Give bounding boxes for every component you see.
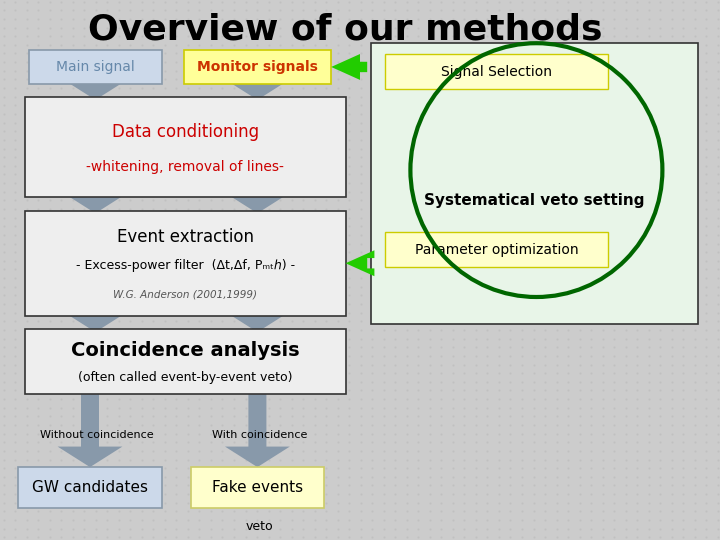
FancyBboxPatch shape — [25, 97, 346, 197]
FancyBboxPatch shape — [385, 232, 608, 267]
Text: Systematical veto setting: Systematical veto setting — [424, 193, 645, 208]
Polygon shape — [331, 54, 367, 80]
Text: veto: veto — [246, 520, 273, 533]
Text: Without coincidence: Without coincidence — [40, 430, 154, 440]
Text: Signal Selection: Signal Selection — [441, 65, 552, 78]
Text: Parameter optimization: Parameter optimization — [415, 243, 579, 256]
Polygon shape — [63, 193, 128, 213]
Polygon shape — [63, 312, 128, 332]
FancyBboxPatch shape — [29, 50, 162, 84]
FancyBboxPatch shape — [25, 211, 346, 316]
Text: W.G. Anderson (2001,1999): W.G. Anderson (2001,1999) — [114, 290, 258, 300]
Text: - Excess-power filter  (Δt,Δf, Pₘₜℎ) -: - Excess-power filter (Δt,Δf, Pₘₜℎ) - — [76, 259, 295, 272]
Text: Overview of our methods: Overview of our methods — [89, 13, 603, 46]
Text: (often called event-by-event veto): (often called event-by-event veto) — [78, 372, 292, 384]
Text: With coincidence: With coincidence — [212, 430, 307, 440]
Text: Main signal: Main signal — [56, 60, 135, 74]
FancyBboxPatch shape — [184, 50, 331, 84]
Polygon shape — [63, 79, 128, 100]
Text: Event extraction: Event extraction — [117, 228, 254, 246]
Polygon shape — [346, 251, 374, 276]
FancyBboxPatch shape — [18, 467, 162, 508]
Text: GW candidates: GW candidates — [32, 480, 148, 495]
FancyBboxPatch shape — [371, 43, 698, 324]
Polygon shape — [225, 79, 289, 100]
Polygon shape — [225, 193, 289, 213]
Polygon shape — [58, 394, 122, 467]
Text: -whitening, removal of lines-: -whitening, removal of lines- — [86, 160, 284, 174]
Text: Fake events: Fake events — [212, 480, 303, 495]
Text: Data conditioning: Data conditioning — [112, 123, 259, 141]
Text: Coincidence analysis: Coincidence analysis — [71, 341, 300, 360]
FancyBboxPatch shape — [385, 54, 608, 89]
Polygon shape — [225, 394, 289, 467]
Text: Monitor signals: Monitor signals — [197, 60, 318, 74]
FancyBboxPatch shape — [191, 467, 324, 508]
FancyBboxPatch shape — [25, 329, 346, 394]
Polygon shape — [225, 312, 289, 332]
